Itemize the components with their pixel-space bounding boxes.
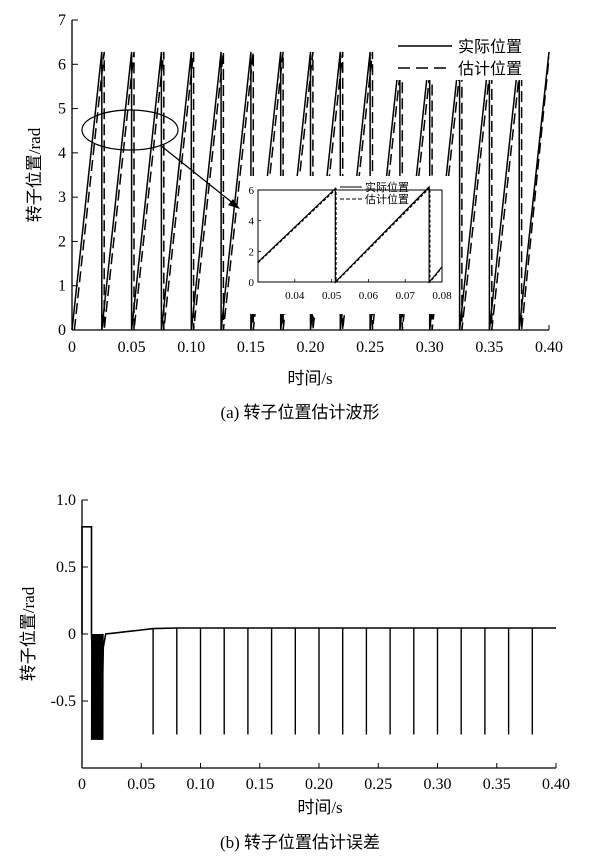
chart-a-x-tick-label: 0.35 — [475, 339, 503, 356]
chart-a-y-tick-label: 1 — [58, 278, 66, 295]
chart-b-x-tick-label: 0.10 — [187, 776, 215, 793]
zoom-arrow-head — [228, 199, 240, 209]
inset-legend-estimate: 估计位置 — [365, 192, 409, 206]
inset-x-tick-label: 0.05 — [322, 290, 342, 302]
inset-legend-actual: 实际位置 — [365, 180, 409, 194]
inset-series — [257, 185, 443, 284]
chart-a-legend-box — [392, 34, 544, 80]
chart-b-y-tick-label: 1.0 — [56, 492, 76, 509]
chart-a-x-tick-label: 0.10 — [177, 339, 205, 356]
chart-a-x-tick-label: 0.15 — [237, 339, 265, 356]
chart-b-series — [81, 525, 556, 740]
inset-y-tick-label: 4 — [249, 216, 255, 228]
chart-b-x-tick-label: 0.25 — [364, 776, 392, 793]
chart-b-y-tick-label: 0.5 — [56, 559, 76, 576]
chart-a-x-tick-label: 0.25 — [356, 339, 384, 356]
chart-a-x-tick-label: 0.40 — [535, 339, 563, 356]
chart-b-x-tick-label: 0.35 — [483, 776, 511, 793]
chart-b-x-tick-label: 0.30 — [424, 776, 452, 793]
chart-a-y-ticks: 0 1 2 3 4 5 6 7 — [58, 12, 78, 339]
chart-b-caption: (b) 转子位置估计误差 — [220, 833, 380, 852]
chart-a-y-tick-label: 3 — [58, 189, 66, 206]
chart-b-y-ticks: 1.0 0.5 0 -0.5 — [51, 492, 88, 710]
zoom-arrow-line — [159, 144, 235, 205]
chart-b-x-tick-label: 0 — [78, 776, 86, 793]
chart-b-oscillation-band — [90, 633, 104, 740]
chart-b-x-tick-label: 0.40 — [542, 776, 570, 793]
legend-estimate-label: 估计位置 — [458, 60, 522, 78]
inset-legend: 实际位置 估计位置 — [340, 180, 409, 206]
chart-a-inset: 0.04 0.05 0.06 0.07 0.08 0 2 4 6 实际位置 估计位置 — [244, 176, 452, 314]
legend-actual-label: 实际位置 — [458, 38, 522, 56]
chart-b: 1.0 0.5 0 -0.5 0 0.05 0.10 0.15 0.20 0.25 0.30 0.3… — [19, 492, 570, 852]
inset-frame — [257, 189, 443, 283]
inset-x-tick-label: 0.07 — [396, 290, 416, 302]
chart-a: 0 1 2 3 4 5 6 7 0 0.05 0.10 0.15 0.20 0.25 0.30 0.35 0.… — [25, 12, 563, 422]
chart-a-y-tick-label: 6 — [58, 56, 66, 73]
inset-y-tick-label: 6 — [249, 185, 255, 197]
chart-a-y-tick-label: 0 — [58, 322, 66, 339]
chart-b-x-tick-label: 0.15 — [246, 776, 274, 793]
inset-x-tick-label: 0.08 — [432, 290, 452, 302]
chart-b-y-axis-title: 转子位置/rad — [19, 586, 38, 681]
chart-b-y-tick-label: 0 — [68, 626, 76, 643]
chart-a-caption: (a) 转子位置估计波形 — [220, 403, 379, 422]
chart-a-x-tick-label: 0.05 — [118, 339, 146, 356]
inset-y-tick-label: 0 — [249, 277, 255, 289]
inset-estimated-position-line — [257, 186, 443, 284]
chart-b-x-tick-label: 0.20 — [305, 776, 333, 793]
zoom-highlight-ellipse — [81, 109, 179, 151]
chart-a-x-tick-label: 0.30 — [416, 339, 444, 356]
chart-b-x-axis-title: 时间/s — [297, 798, 342, 817]
chart-a-y-tick-label: 5 — [58, 101, 66, 118]
chart-a-y-axis-title: 转子位置/rad — [25, 127, 44, 222]
chart-a-y-tick-label: 2 — [58, 233, 66, 250]
chart-b-x-ticks: 0 0.05 0.10 0.15 0.20 0.25 0.30 0.35 0.40 — [78, 763, 570, 793]
chart-a-x-tick-label: 0.20 — [297, 339, 325, 356]
inset-x-tick-label: 0.04 — [285, 290, 305, 302]
inset-ticks: 0.04 0.05 0.06 0.07 0.08 0 2 4 6 — [249, 185, 453, 302]
chart-b-y-tick-label: -0.5 — [51, 693, 76, 710]
chart-a-y-tick-label: 4 — [58, 145, 66, 162]
chart-a-x-tick-label: 0 — [68, 339, 76, 356]
chart-b-x-tick-label: 0.05 — [127, 776, 155, 793]
chart-a-x-axis-title: 时间/s — [287, 369, 332, 388]
chart-a-y-tick-label: 7 — [58, 12, 66, 29]
inset-y-tick-label: 2 — [249, 246, 255, 258]
inset-x-tick-label: 0.06 — [359, 290, 379, 302]
chart-a-legend: 实际位置 估计位置 — [392, 34, 544, 80]
